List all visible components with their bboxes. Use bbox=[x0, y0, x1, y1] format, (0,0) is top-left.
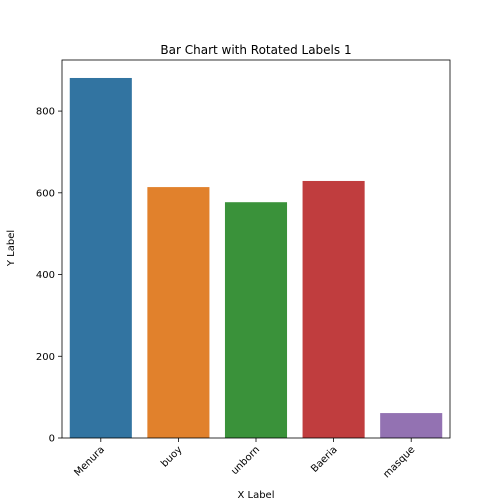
bar-buoy bbox=[147, 187, 210, 438]
y-tick-label: 400 bbox=[36, 270, 55, 281]
bar-masque bbox=[380, 413, 443, 438]
y-tick-label: 800 bbox=[36, 107, 55, 118]
x-tick-label: buoy bbox=[159, 444, 184, 469]
y-axis-label: Y Label bbox=[6, 230, 17, 267]
x-tick-label: Menura bbox=[72, 444, 106, 478]
plot-area: 0 200 400 600 800 Menura buoy unborn Baeria masqu… bbox=[36, 59, 451, 480]
y-tick-label: 600 bbox=[36, 188, 55, 199]
y-tick-label: 200 bbox=[36, 352, 55, 363]
y-tick-label: 0 bbox=[49, 434, 55, 445]
x-axis-label: X Label bbox=[237, 490, 274, 500]
x-tick-label: Baeria bbox=[309, 444, 340, 475]
chart-title: Bar Chart with Rotated Labels 1 bbox=[160, 43, 351, 57]
bar-baeria bbox=[302, 180, 365, 438]
bar-menura bbox=[69, 77, 132, 439]
bar-unborn bbox=[224, 202, 288, 438]
x-tick-label: masque bbox=[381, 444, 417, 480]
x-tick-label: unborn bbox=[229, 444, 262, 477]
